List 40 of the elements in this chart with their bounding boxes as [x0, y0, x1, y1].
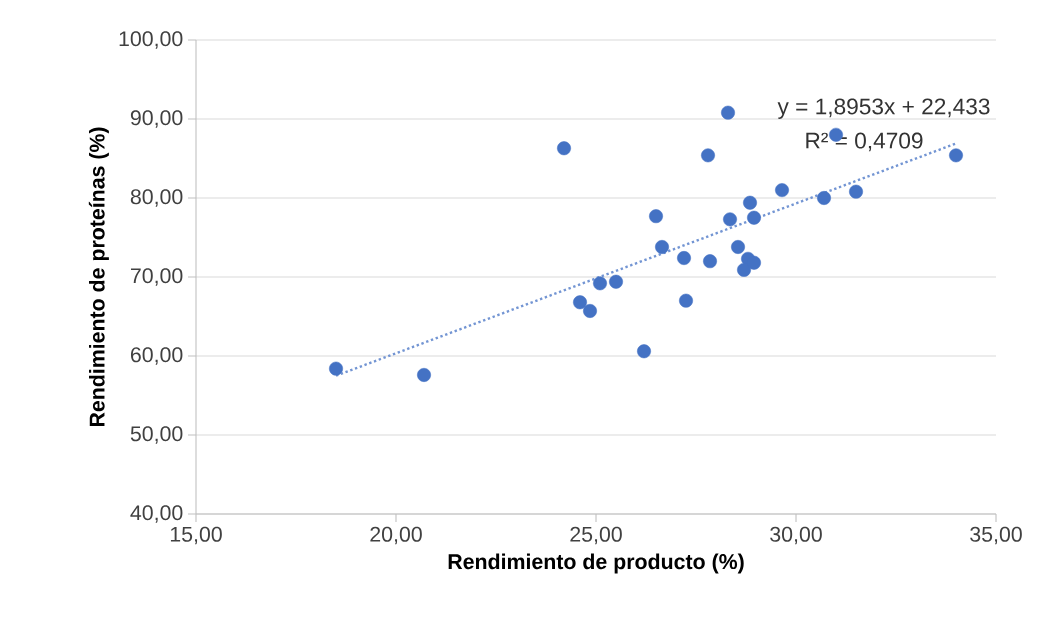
x-tick-label: 20,00	[370, 526, 422, 545]
point	[557, 141, 571, 156]
point	[329, 361, 343, 376]
y-tick-label: 90,00	[130, 110, 183, 128]
point	[723, 212, 737, 227]
point	[655, 240, 669, 254]
point	[701, 148, 715, 163]
x-tick-label: 30,00	[770, 526, 822, 545]
point	[721, 105, 735, 120]
point	[849, 184, 863, 199]
point	[747, 210, 761, 225]
point	[649, 209, 663, 224]
y-tick-label: 80,00	[130, 189, 183, 207]
y-tick-label: 40,00	[130, 505, 183, 523]
point	[731, 240, 745, 254]
point	[679, 293, 693, 308]
y-tick-label: 50,00	[130, 426, 183, 444]
x-tick-label: 25,00	[570, 526, 622, 545]
point	[637, 344, 651, 359]
x-tick-label: 15,00	[170, 526, 222, 545]
annotation: y = 1,8953x + 22,433	[777, 98, 990, 119]
point	[949, 148, 963, 163]
x-tick-label: 35,00	[970, 526, 1022, 545]
y-tick-label: 100,00	[119, 31, 183, 49]
point	[677, 251, 691, 265]
point	[703, 254, 717, 269]
point	[417, 368, 431, 382]
point	[609, 274, 623, 289]
point	[583, 304, 597, 318]
point	[743, 195, 757, 210]
y-tick-label: 70,00	[130, 268, 183, 286]
point	[573, 295, 587, 310]
point	[817, 191, 831, 205]
x-axis-title: Rendimiento de producto (%)	[448, 553, 744, 574]
point	[747, 255, 761, 270]
point	[775, 183, 789, 198]
point	[737, 262, 751, 277]
y-tick-label: 60,00	[130, 347, 183, 365]
y-axis-title: Rendimiento de proteínas (%)	[88, 127, 109, 427]
point	[593, 276, 607, 291]
